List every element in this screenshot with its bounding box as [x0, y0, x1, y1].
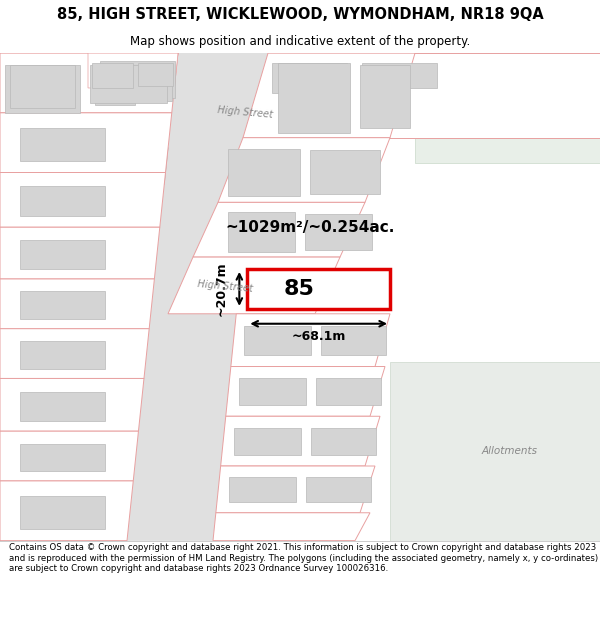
Polygon shape — [310, 149, 380, 194]
Polygon shape — [226, 366, 385, 416]
Polygon shape — [100, 61, 175, 98]
Polygon shape — [138, 63, 173, 86]
Text: ~20.7m: ~20.7m — [215, 262, 228, 316]
Text: Map shows position and indicative extent of the property.: Map shows position and indicative extent… — [130, 35, 470, 48]
Polygon shape — [316, 378, 381, 406]
Polygon shape — [278, 63, 350, 132]
Polygon shape — [231, 314, 390, 366]
Polygon shape — [415, 53, 600, 113]
Polygon shape — [0, 279, 154, 329]
Polygon shape — [390, 361, 600, 541]
Polygon shape — [0, 113, 172, 173]
Polygon shape — [247, 269, 390, 309]
Polygon shape — [272, 63, 347, 93]
Polygon shape — [259, 53, 600, 138]
Text: High Street: High Street — [197, 279, 253, 294]
Polygon shape — [321, 326, 386, 355]
Polygon shape — [0, 329, 149, 379]
Polygon shape — [243, 53, 415, 138]
Polygon shape — [305, 477, 371, 502]
Polygon shape — [305, 214, 372, 250]
Polygon shape — [0, 228, 160, 279]
Polygon shape — [228, 213, 295, 252]
Polygon shape — [0, 53, 178, 113]
Polygon shape — [88, 53, 178, 90]
Polygon shape — [311, 428, 376, 455]
Polygon shape — [127, 53, 227, 541]
Polygon shape — [216, 466, 375, 512]
Polygon shape — [0, 173, 166, 228]
Text: ~1029m²/~0.254ac.: ~1029m²/~0.254ac. — [226, 220, 395, 235]
Polygon shape — [213, 512, 370, 541]
Polygon shape — [20, 341, 105, 369]
Polygon shape — [20, 127, 105, 161]
Polygon shape — [5, 65, 80, 113]
Text: ~68.1m: ~68.1m — [292, 330, 346, 343]
Polygon shape — [0, 152, 155, 198]
Polygon shape — [90, 65, 167, 103]
Text: Contains OS data © Crown copyright and database right 2021. This information is : Contains OS data © Crown copyright and d… — [9, 543, 598, 573]
Polygon shape — [221, 416, 380, 466]
Text: High Street: High Street — [217, 106, 273, 120]
Polygon shape — [228, 149, 300, 196]
Polygon shape — [95, 80, 135, 105]
Polygon shape — [234, 428, 301, 455]
Polygon shape — [10, 65, 75, 108]
Polygon shape — [175, 53, 268, 541]
Text: 85: 85 — [283, 279, 314, 299]
Polygon shape — [92, 63, 133, 88]
Polygon shape — [20, 496, 105, 529]
Polygon shape — [193, 202, 365, 257]
Polygon shape — [20, 444, 105, 471]
Polygon shape — [0, 379, 144, 431]
Polygon shape — [415, 53, 600, 162]
Polygon shape — [127, 53, 268, 541]
Polygon shape — [0, 148, 168, 184]
Polygon shape — [20, 240, 105, 269]
Polygon shape — [0, 53, 178, 168]
Polygon shape — [88, 53, 178, 113]
Polygon shape — [362, 63, 437, 88]
Polygon shape — [244, 326, 311, 355]
Polygon shape — [168, 257, 340, 314]
Text: Allotments: Allotments — [482, 446, 538, 456]
Polygon shape — [229, 477, 296, 502]
Polygon shape — [140, 80, 172, 101]
Text: 85, HIGH STREET, WICKLEWOOD, WYMONDHAM, NR18 9QA: 85, HIGH STREET, WICKLEWOOD, WYMONDHAM, … — [56, 8, 544, 22]
Polygon shape — [239, 378, 306, 406]
Polygon shape — [0, 481, 133, 541]
Polygon shape — [360, 65, 410, 128]
Polygon shape — [20, 291, 105, 319]
Polygon shape — [20, 186, 105, 216]
Polygon shape — [0, 431, 139, 481]
Polygon shape — [20, 392, 105, 421]
Polygon shape — [218, 138, 390, 202]
